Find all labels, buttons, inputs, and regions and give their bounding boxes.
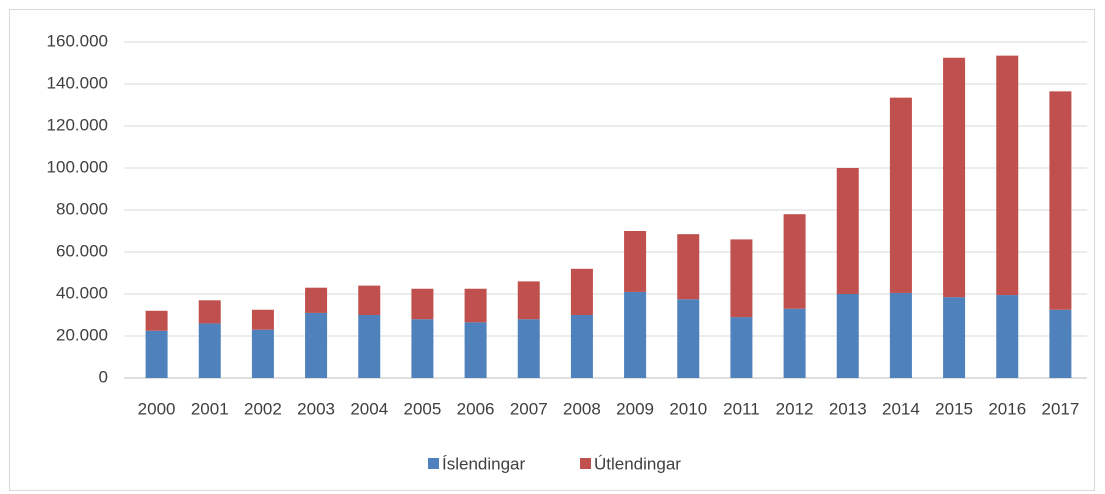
bar-segment <box>198 300 221 324</box>
bar-segment <box>145 310 168 331</box>
y-tick-label: 160.000 <box>47 31 108 50</box>
bar-segment <box>1049 309 1072 378</box>
y-tick-label: 120.000 <box>47 115 108 134</box>
bar-segment <box>996 295 1019 378</box>
bar-segment <box>464 288 487 323</box>
x-tick-label: 2016 <box>988 399 1026 418</box>
bar-segment <box>996 55 1019 296</box>
bar-segment <box>517 281 540 320</box>
x-tick-label: 2009 <box>616 399 654 418</box>
legend-swatch <box>428 458 439 469</box>
y-tick-label: 100.000 <box>47 157 108 176</box>
y-tick-label: 140.000 <box>47 73 108 92</box>
x-tick-label: 2000 <box>138 399 176 418</box>
x-tick-label: 2004 <box>350 399 388 418</box>
bar-segment <box>251 309 274 330</box>
x-tick-label: 2011 <box>723 399 760 418</box>
x-tick-label: 2017 <box>1042 399 1080 418</box>
x-tick-label: 2008 <box>563 399 601 418</box>
bar-segment <box>943 297 966 378</box>
y-tick-label: 60.000 <box>56 241 108 260</box>
bar-segment <box>889 97 912 293</box>
bar-segment <box>517 319 540 378</box>
x-tick-label: 2003 <box>297 399 335 418</box>
y-tick-label: 40.000 <box>56 283 108 302</box>
bar-segment <box>198 323 221 378</box>
x-tick-label: 2006 <box>457 399 495 418</box>
x-tick-label: 2012 <box>776 399 814 418</box>
bar-segment <box>570 315 593 378</box>
y-tick-label: 20.000 <box>56 325 108 344</box>
bar-segment <box>464 322 487 378</box>
bar-segment <box>783 308 806 378</box>
bar-segment <box>358 285 381 315</box>
bar-segment <box>624 291 647 378</box>
bar-segment <box>305 312 328 378</box>
bar-segment <box>677 234 700 300</box>
x-tick-label: 2007 <box>510 399 548 418</box>
bar-segment <box>836 294 859 378</box>
x-tick-label: 2013 <box>829 399 867 418</box>
x-tick-label: 2015 <box>935 399 973 418</box>
bar-segment <box>677 299 700 378</box>
bar-segment <box>1049 91 1072 310</box>
bar-segment <box>570 268 593 315</box>
bar-segment <box>358 315 381 378</box>
bar-segment <box>411 288 434 320</box>
bar-segment <box>624 231 647 292</box>
bar-segment <box>730 239 753 318</box>
x-tick-label: 2010 <box>669 399 707 418</box>
bar-segment <box>943 57 966 298</box>
x-tick-label: 2001 <box>191 399 229 418</box>
bar-segment <box>305 287 328 313</box>
y-tick-label: 80.000 <box>56 199 108 218</box>
bar-segment <box>836 168 859 294</box>
x-tick-label: 2002 <box>244 399 282 418</box>
bar-segment <box>411 319 434 378</box>
legend-swatch <box>580 458 591 469</box>
bar-segment <box>251 329 274 378</box>
bar-segment <box>783 214 806 309</box>
bar-segment <box>730 317 753 378</box>
y-tick-label: 0 <box>99 367 108 386</box>
x-tick-label: 2005 <box>404 399 442 418</box>
chart-border <box>9 9 1095 491</box>
bar-segment <box>145 330 168 378</box>
legend-label: Útlendingar <box>594 454 681 473</box>
bar-segment <box>889 292 912 378</box>
legend-label: Íslendingar <box>442 454 526 473</box>
x-tick-label: 2014 <box>882 399 920 418</box>
